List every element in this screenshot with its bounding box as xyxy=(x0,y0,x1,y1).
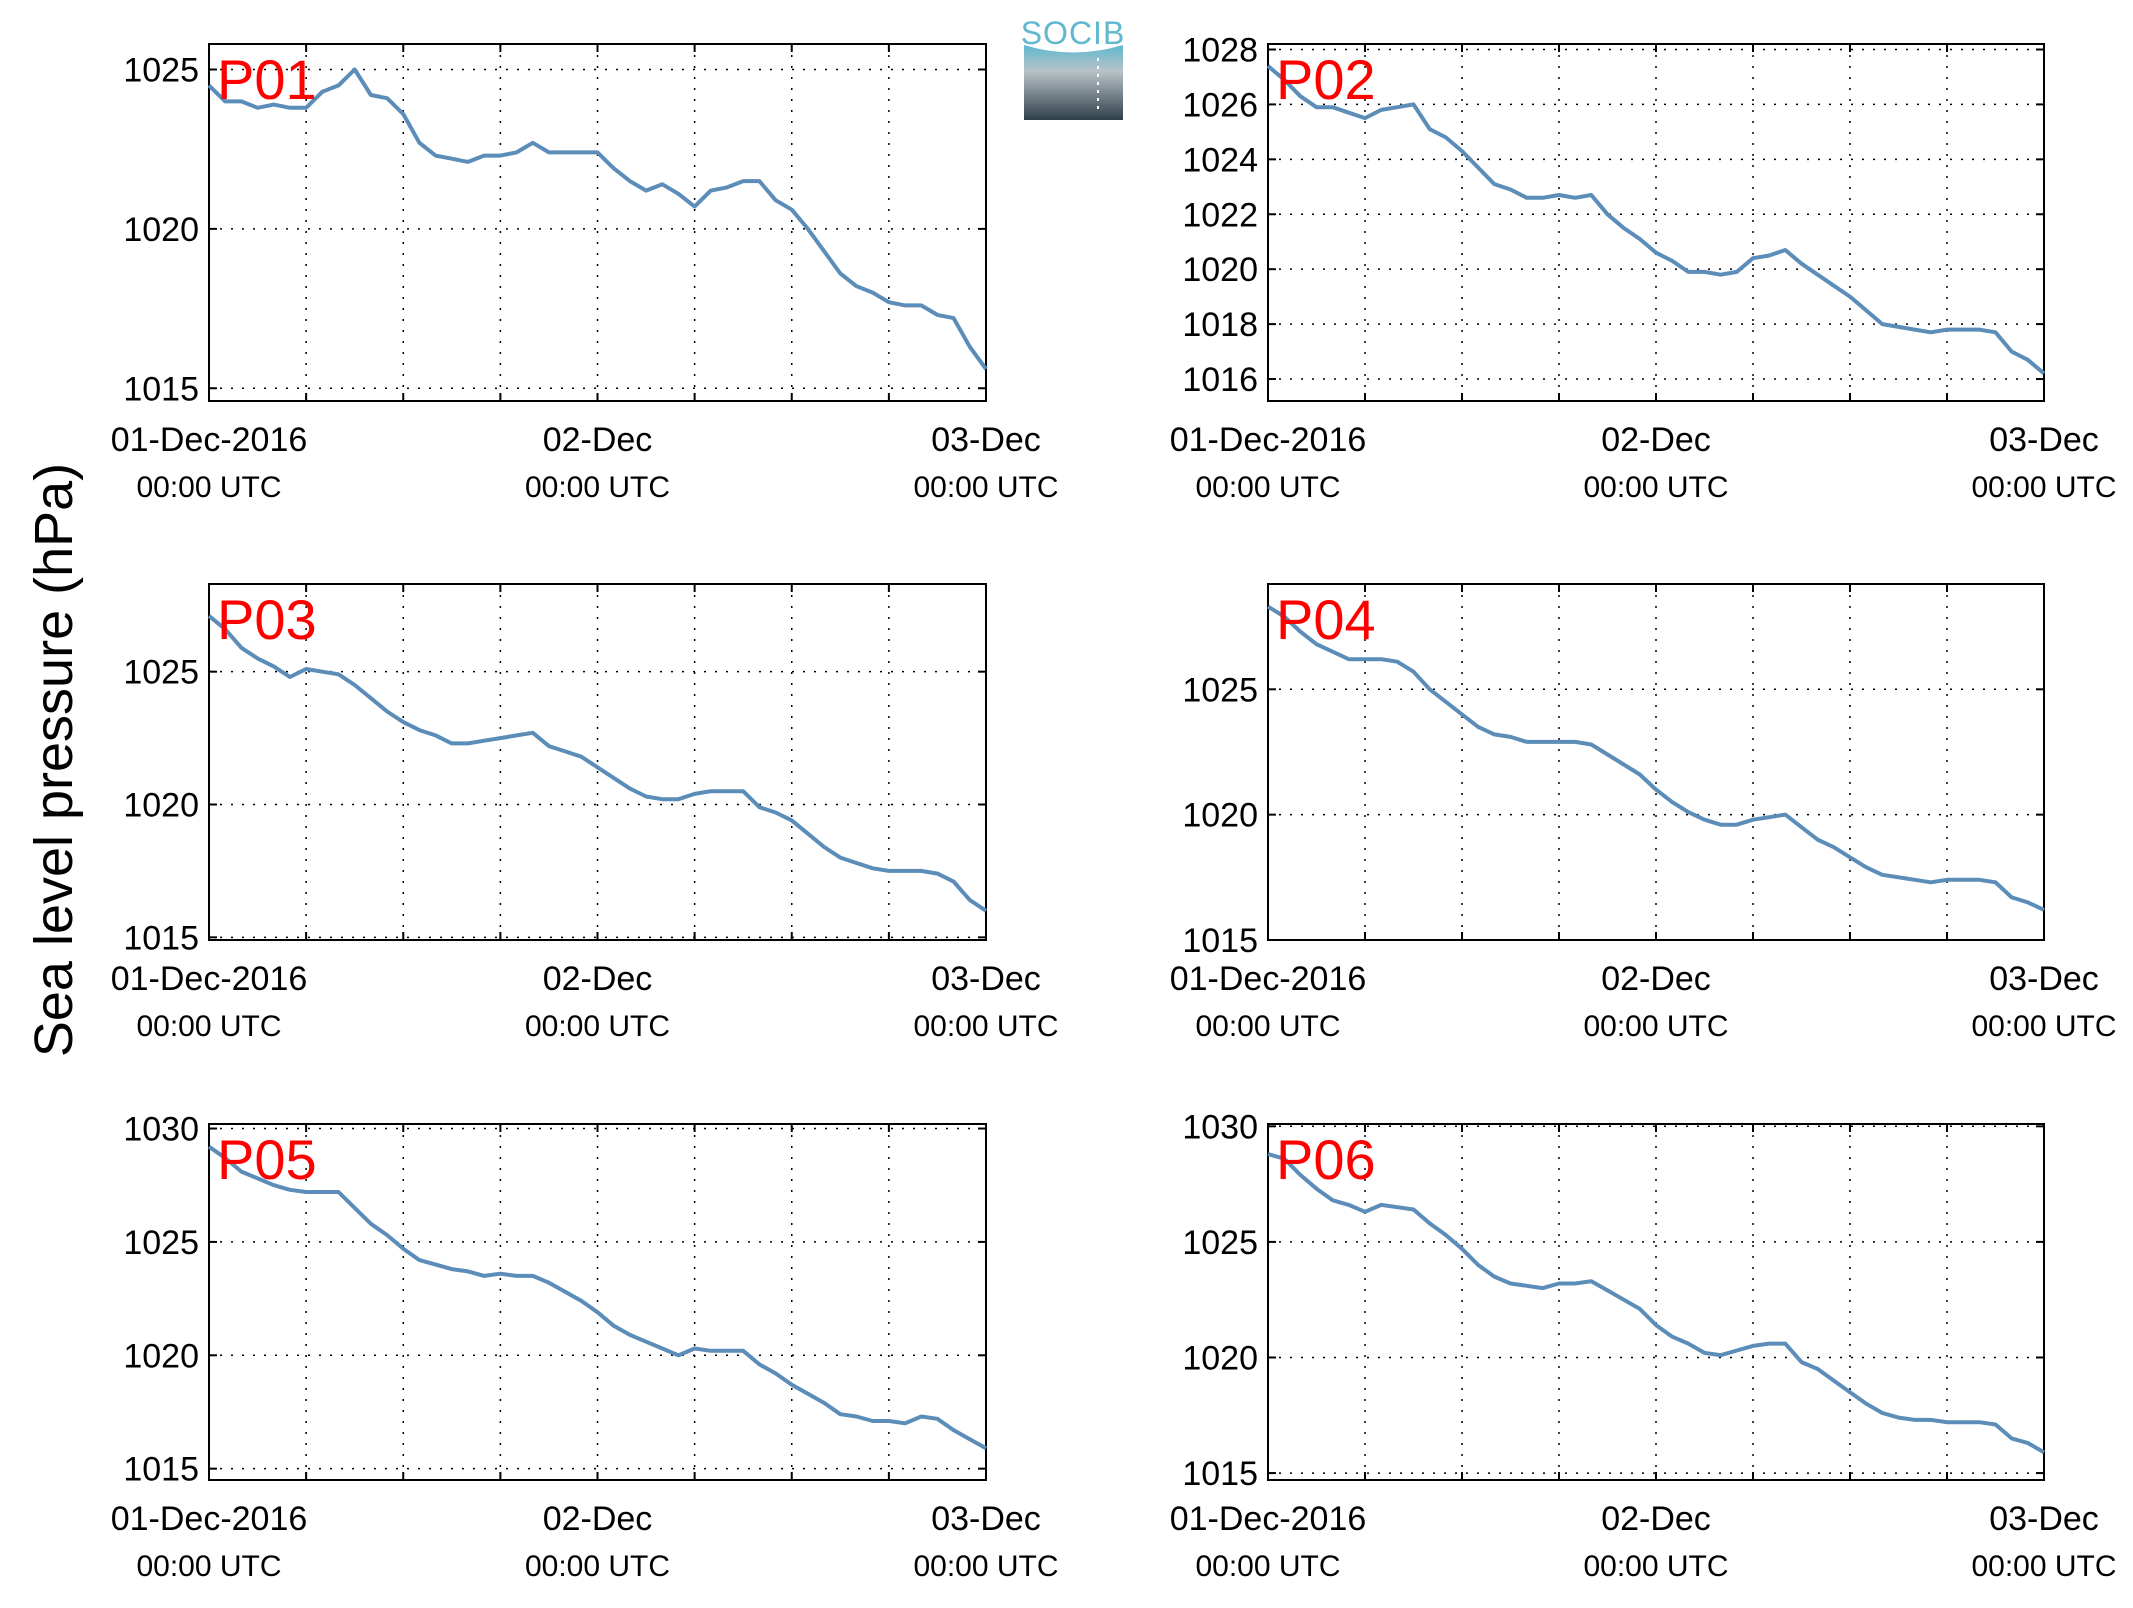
x-tick-label: 02-Dec xyxy=(1601,960,1711,998)
y-tick-label: 1015 xyxy=(1182,1455,1258,1493)
panel-label: P04 xyxy=(1276,588,1376,651)
x-tick-label: 03-Dec xyxy=(1989,421,2099,459)
logo-text: SOCIB xyxy=(1021,15,1126,51)
panels-container: 1015 1020 1025 01-Dec-2016 00:00 UTC 02-Dec 00… xyxy=(111,31,2117,1583)
x-tick-label: 01-Dec-2016 xyxy=(1170,960,1367,998)
x-tick-sublabel: 00:00 UTC xyxy=(1971,471,2116,504)
y-tick-label: 1025 xyxy=(123,654,199,692)
y-tick-label: 1025 xyxy=(123,52,199,90)
x-tick-label: 02-Dec xyxy=(543,421,653,459)
x-tick-label: 02-Dec xyxy=(543,1500,653,1538)
x-tick-sublabel: 00:00 UTC xyxy=(136,1550,281,1583)
y-tick-label: 1015 xyxy=(123,1451,199,1489)
logo-graphic xyxy=(1024,45,1123,120)
x-tick-label: 03-Dec xyxy=(931,960,1041,998)
x-tick-sublabel: 00:00 UTC xyxy=(1583,1010,1728,1043)
x-tick-label: 02-Dec xyxy=(1601,421,1711,459)
y-tick-label: 1022 xyxy=(1182,196,1258,234)
x-tick-sublabel: 00:00 UTC xyxy=(525,471,670,504)
y-tick-label: 1025 xyxy=(1182,671,1258,709)
pressure-series-line xyxy=(207,67,988,371)
y-tick-label: 1016 xyxy=(1182,361,1258,399)
x-tick-label: 03-Dec xyxy=(1989,1500,2099,1538)
x-tick-sublabel: 00:00 UTC xyxy=(1583,1550,1728,1583)
x-tick-sublabel: 00:00 UTC xyxy=(1971,1550,2116,1583)
panel-label: P02 xyxy=(1276,48,1376,111)
x-tick-sublabel: 00:00 UTC xyxy=(1195,471,1340,504)
pressure-series-line xyxy=(1266,604,2045,912)
x-tick-sublabel: 00:00 UTC xyxy=(913,471,1058,504)
y-tick-label: 1025 xyxy=(1182,1224,1258,1262)
y-tick-label: 1020 xyxy=(123,1337,199,1375)
socib-logo: SOCIB xyxy=(1021,15,1126,120)
x-tick-sublabel: 00:00 UTC xyxy=(1195,1010,1340,1043)
panel-label: P01 xyxy=(217,48,317,111)
pressure-series-line xyxy=(1266,64,2046,376)
x-tick-label: 02-Dec xyxy=(1601,1500,1711,1538)
x-tick-label: 03-Dec xyxy=(931,421,1041,459)
y-tick-label: 1026 xyxy=(1182,86,1258,124)
x-tick-sublabel: 00:00 UTC xyxy=(1583,471,1728,504)
x-tick-sublabel: 00:00 UTC xyxy=(1971,1010,2116,1043)
y-tick-label: 1020 xyxy=(1182,1339,1258,1377)
x-tick-label: 03-Dec xyxy=(1989,960,2099,998)
x-tick-label: 01-Dec-2016 xyxy=(1170,1500,1367,1538)
y-tick-label: 1018 xyxy=(1182,306,1258,344)
x-tick-sublabel: 00:00 UTC xyxy=(136,471,281,504)
y-tick-label: 1015 xyxy=(123,919,199,957)
panel-p01: 1015 1020 1025 01-Dec-2016 00:00 UTC 02-Dec 00… xyxy=(111,43,1059,504)
pressure-series-line xyxy=(207,614,988,913)
y-tick-label: 1015 xyxy=(1182,922,1258,960)
y-tick-label: 1020 xyxy=(123,787,199,825)
x-tick-sublabel: 00:00 UTC xyxy=(525,1550,670,1583)
x-tick-sublabel: 00:00 UTC xyxy=(913,1010,1058,1043)
panel-label: P06 xyxy=(1276,1128,1376,1191)
pressure-series-line xyxy=(207,1145,987,1451)
panel-p06: 1015 1020 1025 1030 01-Dec-2016 00:00 UTC 02-D… xyxy=(1170,1108,2117,1583)
y-tick-label: 1030 xyxy=(1182,1108,1258,1146)
x-tick-label: 01-Dec-2016 xyxy=(111,421,308,459)
x-tick-label: 01-Dec-2016 xyxy=(111,960,308,998)
x-tick-label: 01-Dec-2016 xyxy=(111,1500,308,1538)
panel-label: P05 xyxy=(217,1128,317,1191)
pressure-series-line xyxy=(1267,1152,2045,1455)
panel-p05: 1015 1020 1025 1030 01-Dec-2016 00:00 UTC 02-D… xyxy=(111,1111,1059,1583)
y-tick-label: 1020 xyxy=(1182,251,1258,289)
y-tick-label: 1020 xyxy=(123,211,199,249)
panel-label: P03 xyxy=(217,588,317,651)
y-tick-label: 1015 xyxy=(123,370,199,408)
panel-p03: 1015 1020 1025 01-Dec-2016 00:00 UTC 02-Dec 00… xyxy=(111,583,1059,1043)
y-tick-label: 1020 xyxy=(1182,797,1258,835)
x-tick-sublabel: 00:00 UTC xyxy=(913,1550,1058,1583)
x-tick-label: 03-Dec xyxy=(931,1500,1041,1538)
panel-p04: 1015 1020 1025 01-Dec-2016 00:00 UTC 02-Dec 00… xyxy=(1170,583,2117,1043)
x-tick-label: 01-Dec-2016 xyxy=(1170,421,1367,459)
y-tick-label: 1028 xyxy=(1182,31,1258,69)
x-tick-sublabel: 00:00 UTC xyxy=(1195,1550,1340,1583)
x-tick-sublabel: 00:00 UTC xyxy=(525,1010,670,1043)
x-tick-label: 02-Dec xyxy=(543,960,653,998)
y-axis-label: Sea level pressure (hPa) xyxy=(24,463,84,1057)
panel-p02: 1016 1018 1020 1022 1024 1026 1028 01-Dec-2016 0… xyxy=(1170,31,2117,504)
x-tick-sublabel: 00:00 UTC xyxy=(136,1010,281,1043)
y-tick-label: 1025 xyxy=(123,1224,199,1262)
y-tick-label: 1030 xyxy=(123,1111,199,1149)
y-tick-label: 1024 xyxy=(1182,141,1258,179)
